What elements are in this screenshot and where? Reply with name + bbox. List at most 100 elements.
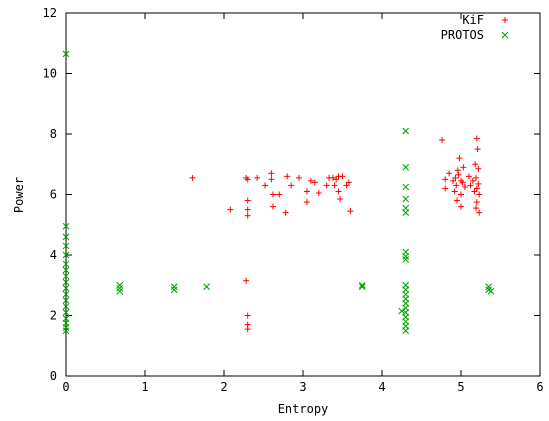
- data-point-protos: [62, 327, 70, 334]
- data-point-kif: [461, 183, 468, 190]
- data-point-protos: [62, 233, 70, 241]
- data-point-kif: [244, 206, 251, 213]
- y-tick-label: 6: [50, 188, 57, 202]
- data-point-kif: [442, 176, 449, 183]
- data-point-protos: [62, 50, 70, 58]
- data-point-kif: [335, 188, 342, 195]
- data-point-kif: [243, 174, 250, 181]
- data-point-kif: [262, 182, 269, 189]
- data-point-kif: [244, 197, 251, 204]
- data-point-protos: [402, 163, 410, 171]
- data-point-kif: [472, 161, 479, 168]
- y-tick-label: 4: [50, 248, 57, 262]
- legend-symbol-kif: [502, 17, 508, 23]
- data-point-kif: [244, 212, 251, 219]
- x-tick-label: 5: [457, 380, 464, 394]
- data-point-kif: [465, 173, 472, 180]
- data-point-kif: [451, 188, 458, 195]
- data-point-kif: [244, 312, 251, 319]
- data-point-protos: [358, 281, 366, 289]
- y-tick-label: 10: [43, 67, 57, 81]
- data-point-kif: [476, 191, 483, 198]
- data-point-kif: [453, 182, 460, 189]
- data-point-protos: [62, 278, 70, 286]
- data-point-kif: [455, 171, 462, 178]
- x-tick-label: 0: [62, 380, 69, 394]
- data-point-protos: [62, 260, 70, 268]
- data-point-kif: [243, 277, 250, 284]
- data-point-kif: [456, 155, 463, 162]
- data-point-kif: [450, 177, 457, 184]
- data-point-kif: [345, 179, 352, 186]
- data-point-protos: [402, 327, 410, 334]
- data-point-kif: [323, 182, 330, 189]
- legend-marker-protos: [501, 31, 509, 39]
- data-point-kif: [269, 203, 276, 210]
- y-tick-label: 8: [50, 127, 57, 141]
- data-point-kif: [473, 174, 480, 181]
- legend-marker-kif: [502, 17, 508, 23]
- data-point-kif: [469, 177, 476, 184]
- data-point-kif: [458, 203, 464, 210]
- x-axis-title: Entropy: [278, 402, 329, 416]
- data-point-kif: [307, 177, 314, 184]
- data-point-kif: [276, 191, 283, 198]
- data-point-kif: [331, 182, 338, 189]
- y-tick-label: 2: [50, 309, 57, 323]
- data-point-kif: [268, 176, 275, 183]
- data-point-kif: [475, 180, 482, 187]
- data-point-protos: [62, 297, 70, 304]
- data-point-protos: [62, 290, 70, 298]
- data-point-protos: [402, 127, 410, 135]
- data-point-kif: [333, 176, 340, 183]
- data-point-protos: [402, 195, 410, 203]
- data-point-kif: [475, 165, 482, 172]
- data-point-kif: [303, 188, 310, 195]
- data-point-protos: [62, 284, 70, 292]
- data-point-kif: [311, 179, 318, 186]
- data-point-kif: [288, 182, 295, 189]
- data-point-kif: [459, 179, 466, 186]
- legend-label-kif: KiF: [462, 13, 484, 27]
- data-point-kif: [473, 199, 480, 206]
- data-point-kif: [303, 199, 310, 206]
- data-point-kif: [439, 137, 446, 144]
- data-point-protos: [62, 303, 70, 310]
- data-point-kif: [189, 174, 196, 181]
- x-tick-label: 1: [141, 380, 148, 394]
- y-tick-label: 12: [43, 6, 57, 20]
- data-point-protos: [62, 324, 70, 331]
- y-axis-title: Power: [12, 177, 26, 213]
- data-point-kif: [269, 191, 276, 198]
- data-point-kif: [452, 174, 459, 181]
- data-point-kif: [446, 170, 453, 177]
- data-point-kif: [244, 326, 251, 333]
- legend-label-protos: PROTOS: [441, 28, 484, 42]
- data-point-kif: [296, 174, 303, 181]
- data-point-protos: [485, 283, 493, 291]
- data-point-kif: [442, 185, 449, 192]
- data-points: [62, 50, 495, 334]
- data-point-kif: [473, 135, 480, 142]
- data-point-kif: [458, 191, 464, 198]
- x-tick-label: 3: [299, 380, 306, 394]
- data-point-protos: [170, 286, 178, 294]
- data-point-protos: [402, 256, 410, 263]
- data-point-kif: [467, 182, 474, 189]
- data-point-kif: [244, 176, 251, 183]
- data-point-kif: [460, 164, 467, 171]
- data-point-kif: [315, 189, 322, 196]
- data-point-protos: [487, 287, 495, 295]
- data-point-kif: [268, 170, 275, 177]
- data-point-kif: [254, 174, 261, 181]
- data-point-protos: [116, 281, 124, 289]
- x-tick-label: 2: [220, 380, 227, 394]
- legend-symbol-protos: [501, 31, 509, 39]
- data-point-kif: [458, 177, 464, 184]
- data-point-kif: [227, 206, 234, 213]
- data-point-kif: [454, 197, 461, 204]
- data-point-protos: [62, 222, 70, 230]
- plot-frame: [65, 12, 541, 377]
- data-point-protos: [62, 272, 70, 280]
- data-point-protos: [62, 309, 70, 316]
